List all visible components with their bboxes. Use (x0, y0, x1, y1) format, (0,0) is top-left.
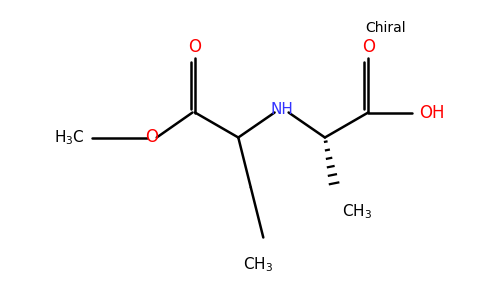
Text: OH: OH (419, 103, 445, 122)
Text: CH$_3$: CH$_3$ (243, 255, 273, 274)
Text: Chiral: Chiral (365, 22, 406, 35)
Text: O: O (362, 38, 375, 56)
Text: O: O (188, 38, 201, 56)
Text: CH$_3$: CH$_3$ (342, 202, 373, 221)
Text: NH: NH (270, 103, 293, 118)
Text: O: O (145, 128, 158, 146)
Text: H$_3$C: H$_3$C (54, 128, 84, 147)
